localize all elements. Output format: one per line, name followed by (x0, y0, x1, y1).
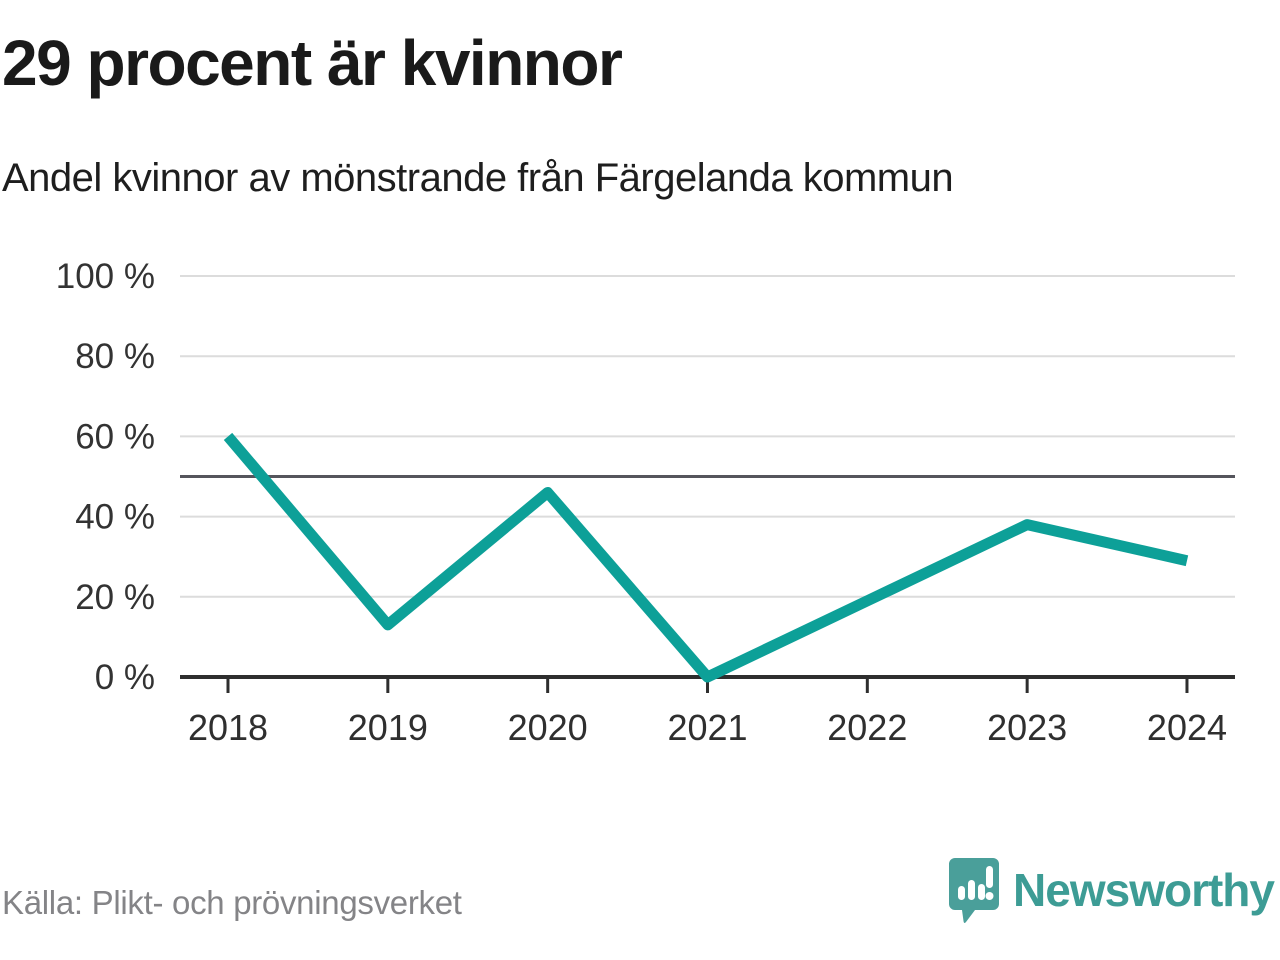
brand-name: Newsworthy (1013, 864, 1275, 916)
bar-3 (978, 884, 986, 900)
y-tick-label: 20 % (75, 578, 155, 617)
series-line-andel-kvinnor (223, 432, 1189, 683)
chart-subtitle: Andel kvinnor av mönstrande från Färgela… (2, 156, 954, 200)
page-title: 29 procent är kvinnor (2, 27, 623, 99)
bar-1 (958, 886, 966, 900)
x-tick-label: 2019 (348, 707, 428, 748)
exclamation-bar (986, 866, 994, 888)
x-tick-label: 2024 (1147, 707, 1227, 748)
x-tick-label: 2021 (667, 707, 747, 748)
x-tick-label: 2020 (508, 707, 588, 748)
x-tick-label: 2022 (827, 707, 907, 748)
y-tick-label: 100 % (56, 257, 155, 296)
exclamation-dot (985, 892, 994, 900)
source-caption: Källa: Plikt- och prövningsverket (2, 884, 462, 921)
x-tick-label: 2023 (987, 707, 1067, 748)
y-tick-label: 0 % (95, 658, 155, 697)
bar-2 (968, 880, 976, 900)
y-tick-label: 60 % (75, 417, 155, 456)
y-tick-label: 40 % (75, 498, 155, 537)
brand-footer: Newsworthy (949, 856, 1275, 924)
newsworthy-logo-icon (949, 858, 1000, 924)
x-tick-label: 2018 (188, 707, 268, 748)
y-tick-label: 80 % (75, 337, 155, 376)
